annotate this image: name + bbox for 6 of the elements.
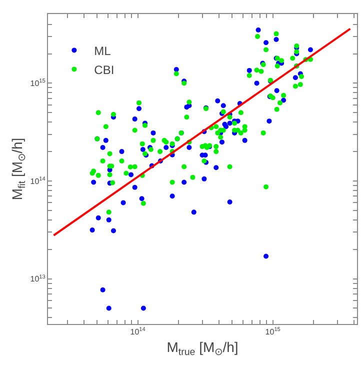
x-axis-title: M$_{true}$ [M$_{⊙}$/h] xyxy=(166,338,238,358)
y-tick-label: 10$^{13}$ xyxy=(30,274,46,284)
legend-label: ML xyxy=(94,44,112,58)
y-tick-label: 10$^{15}$ xyxy=(30,78,46,88)
legend-label: CBI xyxy=(94,62,114,77)
y-tick-label: 10$^{14}$ xyxy=(30,176,46,186)
